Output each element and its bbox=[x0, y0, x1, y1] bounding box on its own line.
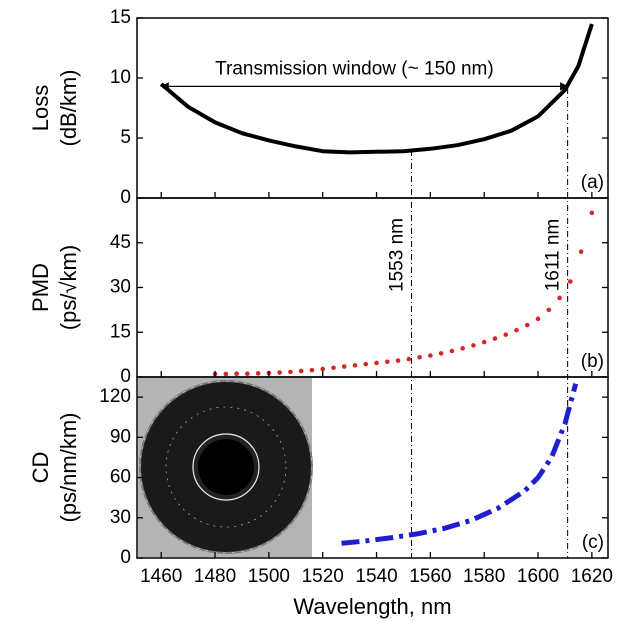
x-tick-label: 1520 bbox=[302, 566, 344, 587]
data-point bbox=[309, 367, 315, 373]
reference-label: 1611 nm bbox=[543, 219, 564, 292]
x-tick-label: 1480 bbox=[194, 566, 236, 587]
y-axis-label: CD bbox=[28, 452, 53, 484]
data-point bbox=[320, 366, 326, 372]
panel-frame bbox=[136, 376, 609, 559]
data-line bbox=[341, 383, 579, 546]
data-point bbox=[568, 279, 573, 284]
x-tick-label: 1600 bbox=[517, 566, 559, 587]
y-axis-label: (ps/√km) bbox=[56, 245, 81, 330]
x-axis-label: Wavelength, nm bbox=[293, 594, 451, 619]
data-point bbox=[417, 355, 422, 360]
data-point bbox=[460, 346, 465, 351]
data-point bbox=[245, 371, 250, 377]
data-point bbox=[385, 359, 390, 365]
span-label: Transmission window (~ 150 nm) bbox=[215, 58, 494, 79]
x-tick-label: 1580 bbox=[463, 566, 505, 587]
data-point bbox=[514, 327, 519, 333]
panel-frame bbox=[136, 17, 609, 199]
y-tick-label: 10 bbox=[110, 67, 131, 88]
inset-image bbox=[138, 378, 313, 557]
data-point bbox=[546, 307, 552, 313]
data-point bbox=[535, 316, 541, 322]
data-point bbox=[341, 364, 347, 369]
y-axis-label: Loss bbox=[28, 85, 53, 131]
y-axis-label: (dB/km) bbox=[56, 70, 81, 147]
panel-label: (a) bbox=[581, 172, 604, 193]
data-point bbox=[471, 343, 476, 348]
data-line bbox=[159, 23, 594, 155]
x-tick-label: 1460 bbox=[140, 566, 182, 587]
data-point bbox=[492, 336, 498, 341]
data-point bbox=[298, 368, 304, 374]
y-tick-label: 120 bbox=[99, 386, 131, 407]
y-tick-label: 30 bbox=[110, 277, 131, 298]
y-tick-label: 0 bbox=[120, 366, 131, 387]
data-point bbox=[395, 358, 401, 363]
data-point bbox=[449, 348, 455, 354]
reference-label: 1553 nm bbox=[387, 218, 408, 292]
data-point bbox=[374, 360, 379, 366]
data-point bbox=[428, 353, 433, 358]
data-point bbox=[363, 361, 369, 367]
data-point bbox=[255, 371, 261, 376]
data-point bbox=[557, 295, 562, 301]
x-tick-label: 1560 bbox=[409, 566, 451, 587]
data-point bbox=[438, 351, 444, 356]
y-tick-label: 5 bbox=[120, 127, 131, 148]
data-point bbox=[277, 370, 282, 375]
y-tick-label: 60 bbox=[110, 467, 131, 488]
data-point bbox=[589, 210, 595, 216]
data-point bbox=[352, 363, 358, 368]
y-tick-label: 0 bbox=[120, 187, 131, 208]
y-tick-label: 45 bbox=[110, 232, 131, 253]
panel-frame bbox=[136, 197, 609, 378]
y-tick-label: 30 bbox=[110, 507, 131, 528]
x-tick-label: 1500 bbox=[248, 566, 290, 587]
y-tick-label: 15 bbox=[110, 7, 131, 28]
data-point bbox=[524, 322, 530, 328]
data-point bbox=[234, 371, 239, 377]
panel-label: (c) bbox=[582, 532, 604, 553]
y-tick-label: 15 bbox=[110, 321, 131, 342]
panel-label: (b) bbox=[581, 351, 604, 372]
data-point bbox=[406, 356, 412, 362]
x-tick-label: 1540 bbox=[355, 566, 397, 587]
y-axis-label: PMD bbox=[28, 263, 53, 312]
x-tick-label: 1620 bbox=[571, 566, 613, 587]
data-point bbox=[481, 339, 487, 345]
y-tick-label: 90 bbox=[110, 426, 131, 447]
data-point bbox=[578, 249, 584, 254]
data-point bbox=[288, 369, 293, 375]
data-point bbox=[503, 332, 509, 337]
y-tick-label: 0 bbox=[120, 547, 131, 568]
y-axis-label: (ps/nm/km) bbox=[56, 413, 81, 523]
data-point bbox=[331, 365, 336, 371]
data-point bbox=[223, 371, 229, 377]
